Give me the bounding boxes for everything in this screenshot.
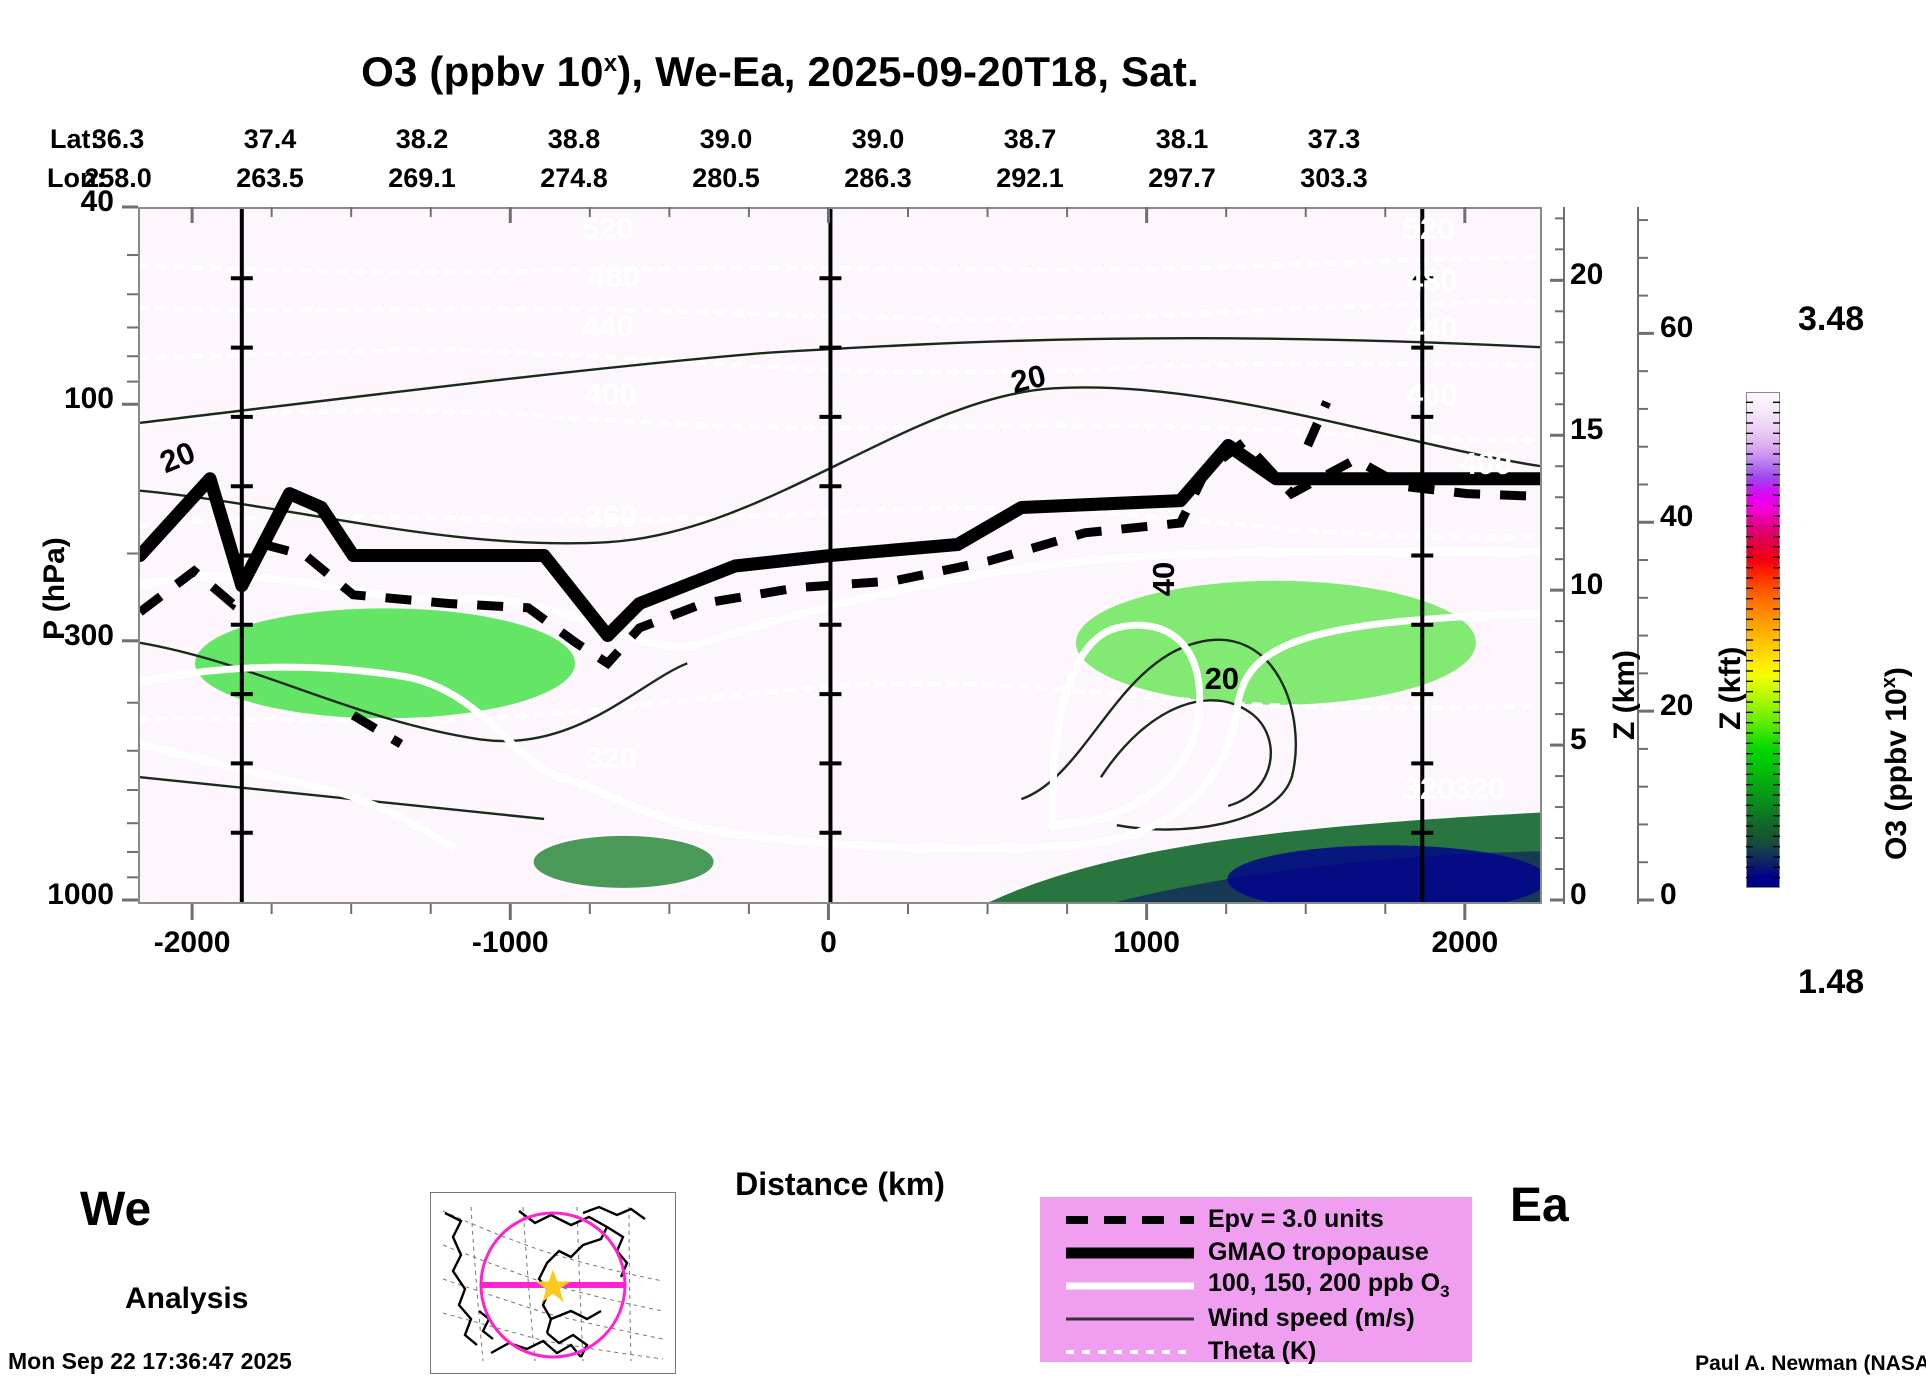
legend-label: Wind speed (m/s) [1208, 1304, 1415, 1332]
z-kft-tick-label: 0 [1660, 878, 1677, 911]
contour-label: 480 [1406, 263, 1458, 298]
colorbar-title: O3 (ppbv 10x) [1878, 667, 1913, 860]
longitude-value: 280.5 [692, 163, 760, 193]
latitude-value: 37.4 [243, 124, 297, 154]
longitude-value: 303.3 [1300, 163, 1368, 193]
cross-section-plot: 520 480 440 400 360 320 520 480 440 400 320 400 320 2… [138, 207, 1542, 904]
contour-label: 440 [582, 309, 634, 344]
title-superscript: x [603, 50, 618, 77]
legend-label: Epv = 3.0 units [1208, 1205, 1384, 1233]
longitude-value: 286.3 [844, 163, 912, 193]
latitude-header-row: Lat: 36.3 37.4 38.2 38.8 39.0 39.0 38.7 38.1 37.3 [0, 124, 1560, 154]
contour-label: 520 [1403, 211, 1455, 246]
longitude-header-row: Lon: 258.0 263.5 269.1 274.8 280.5 286.3 292.1 2… [0, 163, 1560, 193]
longitude-value: 258.0 [84, 163, 152, 193]
z-km-tick-label: 5 [1570, 723, 1587, 757]
z-km-tick-label: 0 [1570, 878, 1587, 911]
longitude-value: 297.7 [1148, 163, 1216, 193]
contour-label: 20 [1007, 358, 1049, 400]
p-axis-title: P (hPa) [38, 537, 71, 640]
contour-label: 520 [582, 211, 634, 246]
contour-label: 400 [1406, 377, 1458, 412]
z-kft-tick-label: 60 [1660, 311, 1694, 345]
z-kft-axis-title: Z (kft) [1714, 646, 1747, 730]
contour-label: 320 [1454, 771, 1506, 806]
latitude-value: 38.7 [1003, 124, 1057, 154]
contour-label: 20 [1205, 661, 1239, 696]
latitude-key: Lat: [50, 124, 100, 154]
latitude-value: 38.1 [1155, 124, 1209, 154]
title-prefix: O3 (ppbv 10 [361, 48, 604, 95]
west-endpoint-label: We [80, 1183, 152, 1236]
colorbar-max-label: 3.48 [1798, 300, 1865, 338]
longitude-value: 292.1 [996, 163, 1064, 193]
analysis-label: Analysis [125, 1282, 249, 1315]
longitude-value: 274.8 [540, 163, 608, 193]
latitude-value: 39.0 [699, 124, 753, 154]
z-kft-tick-label: 40 [1660, 500, 1694, 534]
latitude-value: 37.3 [1307, 124, 1361, 154]
contour-label: 400 [1460, 446, 1512, 481]
generation-timestamp: Mon Sep 22 17:36:47 2025 [8, 1348, 292, 1374]
colorbar-min-label: 1.48 [1798, 963, 1865, 1001]
colorbar [1746, 392, 1780, 888]
legend-row: Epv = 3.0 units [1058, 1203, 1472, 1236]
legend-swatch-thick-white [1058, 1269, 1208, 1302]
x-axis-tick-label: -2000 [153, 926, 231, 959]
p-axis-tick-label: 100 [63, 382, 114, 416]
x-axis-tick-label: 0 [820, 926, 837, 959]
z-kft-tick-label: 20 [1660, 689, 1694, 723]
legend-box: Epv = 3.0 units GMAO tropopause 100, 150, … [1040, 1197, 1472, 1365]
longitude-key: Lon: [47, 163, 106, 193]
p-axis-tick-label: 300 [63, 618, 114, 652]
contour-label: 480 [588, 259, 640, 294]
x-axis-tick-label: -1000 [471, 926, 549, 959]
latitude-value: 38.8 [547, 124, 601, 154]
title-suffix: ), We-Ea, 2025-09-20T18, Sat. [617, 48, 1199, 95]
contour-label: 400 [585, 377, 637, 412]
p-axis-tick-label: 1000 [47, 878, 114, 911]
longitude-value: 269.1 [388, 163, 456, 193]
contour-label: 360 [585, 499, 637, 534]
legend-swatch-thin-black [1058, 1302, 1208, 1335]
x-axis-tick-label: 1000 [1113, 926, 1180, 959]
latitude-value: 36.3 [91, 124, 145, 154]
legend-swatch-dotted-white [1058, 1335, 1208, 1368]
legend-label: Theta (K) [1208, 1337, 1317, 1365]
east-endpoint-label: Ea [1510, 1179, 1569, 1232]
p-axis-tick-label: 40 [80, 185, 114, 218]
contour-label: 320 [585, 741, 637, 776]
location-star [535, 1269, 571, 1303]
z-km-tick-label: 15 [1570, 413, 1604, 447]
contour-label: 320 [1403, 771, 1455, 806]
legend-swatch-dashed-black [1058, 1203, 1208, 1236]
contour-label: 40 [1146, 562, 1181, 596]
legend-row: Theta (K) [1058, 1335, 1472, 1368]
legend-label: GMAO tropopause [1208, 1238, 1429, 1266]
legend-row: GMAO tropopause [1058, 1236, 1472, 1269]
x-axis-title: Distance (km) [735, 1166, 945, 1202]
inset-location-map [430, 1192, 676, 1374]
graticule [442, 1206, 664, 1362]
z-km-tick-label: 20 [1570, 258, 1604, 292]
longitude-value: 263.5 [236, 163, 304, 193]
legend-row: 100, 150, 200 ppb O3 [1058, 1269, 1472, 1302]
legend-swatch-thick-black [1058, 1236, 1208, 1269]
page-title: O3 (ppbv 10x), We-Ea, 2025-09-20T18, Sat… [0, 48, 1560, 96]
contour-label: 440 [1406, 311, 1458, 346]
latitude-value: 39.0 [851, 124, 905, 154]
author-credit: Paul A. Newman (NASA [1695, 1352, 1926, 1375]
legend-row: Wind speed (m/s) [1058, 1302, 1472, 1335]
contour-field: 520 480 440 400 360 320 520 480 440 400 320 400 320 2… [140, 209, 1540, 902]
z-km-tick-label: 10 [1570, 568, 1604, 602]
x-axis-tick-label: 2000 [1431, 926, 1499, 959]
z-km-axis-title: Z (km) [1608, 650, 1641, 740]
latitude-value: 38.2 [395, 124, 449, 154]
legend-label: 100, 150, 200 ppb O3 [1208, 1269, 1450, 1301]
